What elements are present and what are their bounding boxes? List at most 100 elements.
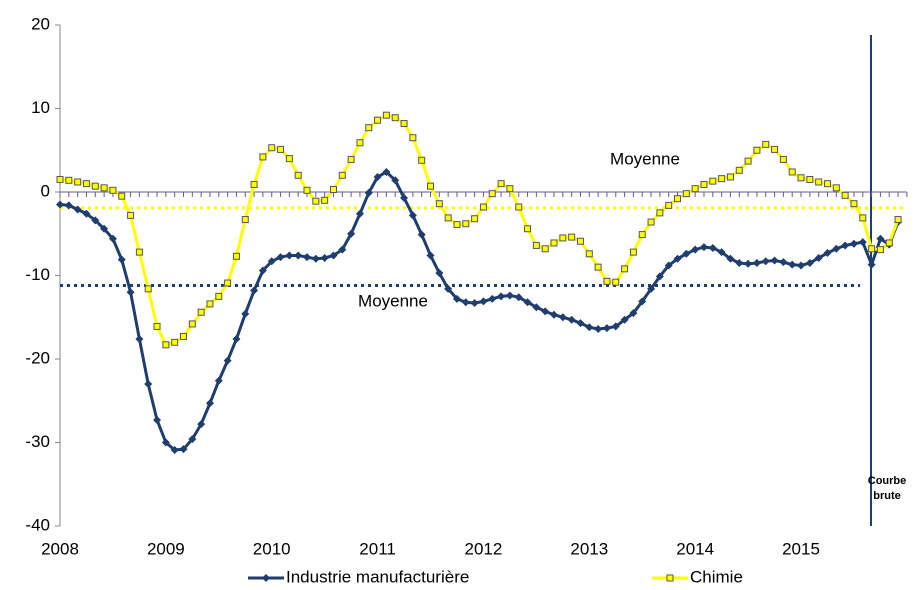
point [497, 180, 505, 188]
point [841, 191, 849, 199]
point [524, 225, 532, 233]
point [64, 201, 73, 210]
point [329, 185, 337, 193]
point [382, 167, 391, 176]
point [91, 216, 100, 225]
point [514, 293, 523, 302]
point [558, 313, 567, 322]
point [400, 120, 408, 128]
point [444, 284, 453, 293]
y-tick-label: -20 [25, 348, 50, 367]
point [594, 324, 603, 333]
point [355, 209, 364, 218]
point [426, 251, 435, 260]
point [188, 320, 196, 328]
point [56, 200, 64, 209]
point [153, 322, 161, 330]
point [673, 254, 682, 263]
annotation: Courbe brute [867, 475, 907, 502]
point [814, 253, 823, 262]
point [100, 224, 109, 233]
point [497, 292, 506, 301]
point [215, 292, 223, 300]
mean-label: Moyenne [358, 291, 428, 310]
point [656, 209, 664, 217]
point [541, 307, 550, 316]
x-tick-label: 2013 [570, 539, 608, 558]
point [647, 284, 656, 293]
point [709, 177, 717, 185]
point [805, 258, 814, 267]
point [858, 238, 867, 247]
point [232, 334, 241, 343]
point [718, 175, 726, 183]
point [806, 175, 814, 183]
point [488, 190, 496, 198]
point [735, 258, 744, 267]
point [161, 438, 170, 447]
point [214, 376, 223, 385]
point [470, 299, 479, 308]
point [400, 193, 409, 202]
point [841, 241, 850, 250]
point [223, 356, 232, 365]
point [603, 277, 611, 285]
point [267, 257, 276, 266]
point [73, 205, 82, 214]
point [74, 178, 82, 186]
legend-label: Industrie manufacturière [286, 567, 469, 586]
x-tick-label: 2011 [359, 539, 396, 558]
point [224, 279, 232, 287]
point [170, 446, 179, 455]
point [162, 341, 170, 349]
point [700, 180, 708, 188]
y-tick-label: -30 [25, 432, 50, 451]
point [779, 155, 787, 163]
point [268, 144, 276, 152]
point [435, 268, 444, 277]
point [259, 153, 267, 161]
point [109, 186, 117, 194]
point [374, 116, 382, 124]
point [311, 254, 320, 263]
point [108, 234, 117, 243]
point [726, 254, 735, 263]
point [894, 216, 902, 224]
point [779, 258, 788, 267]
point [391, 114, 399, 122]
point [797, 261, 806, 270]
point [241, 216, 249, 224]
point [576, 237, 584, 245]
point [488, 294, 497, 303]
point [347, 155, 355, 163]
point [100, 184, 108, 192]
point [505, 291, 514, 300]
point [823, 180, 831, 188]
point [258, 266, 267, 275]
point [664, 261, 673, 270]
point [550, 239, 558, 247]
series [56, 167, 903, 455]
point [127, 211, 135, 219]
point [303, 253, 312, 262]
point [329, 251, 338, 260]
point [232, 252, 240, 260]
point [312, 197, 320, 205]
point [621, 265, 629, 273]
point [823, 248, 832, 257]
point [461, 298, 470, 307]
y-tick-label: -10 [25, 265, 50, 284]
point [832, 244, 841, 253]
point [832, 184, 840, 192]
point [338, 245, 347, 254]
point [726, 173, 734, 181]
point [612, 278, 620, 286]
point [347, 229, 356, 238]
x-tick-label: 2014 [676, 539, 714, 558]
point [206, 300, 214, 308]
point [771, 145, 779, 153]
point [294, 251, 303, 260]
point [568, 233, 576, 241]
point [153, 415, 162, 424]
